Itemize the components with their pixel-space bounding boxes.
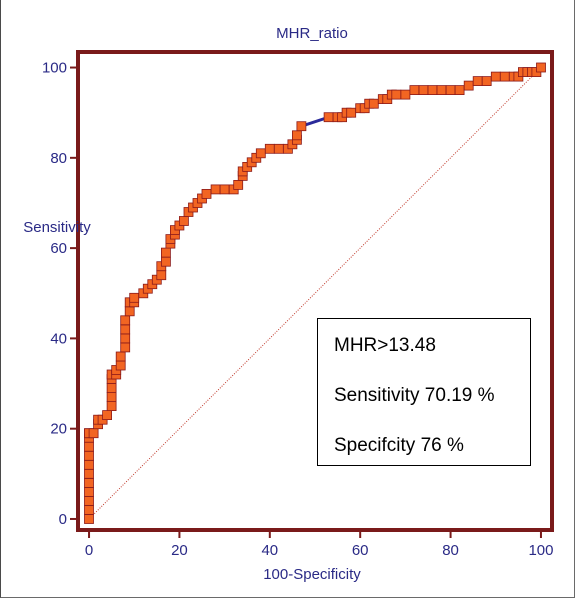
roc-point-marker bbox=[427, 85, 438, 95]
roc-point-marker bbox=[454, 85, 465, 95]
x-axis-ticks: 0 20 40 60 80 100 bbox=[85, 532, 553, 559]
y-tick-label: 100 bbox=[42, 60, 67, 77]
roc-point-marker bbox=[102, 410, 112, 421]
roc-point-marker bbox=[291, 130, 302, 141]
roc-point-marker bbox=[490, 71, 501, 82]
roc-point-marker bbox=[120, 315, 131, 326]
roc-point-marker bbox=[201, 188, 212, 199]
roc-point-marker bbox=[264, 143, 275, 154]
roc-point-marker bbox=[129, 292, 140, 303]
roc-point-marker bbox=[481, 76, 492, 86]
roc-point-marker bbox=[115, 351, 126, 362]
roc-point-marker bbox=[436, 85, 447, 95]
roc-point-marker bbox=[84, 468, 94, 479]
roc-point-marker bbox=[124, 306, 135, 317]
roc-point-marker bbox=[120, 324, 131, 335]
roc-point-marker bbox=[536, 62, 546, 73]
roc-point-marker bbox=[160, 247, 171, 258]
roc-point-marker bbox=[233, 179, 244, 190]
roc-point-marker bbox=[178, 216, 189, 226]
roc-point-marker bbox=[210, 184, 221, 195]
roc-point-marker bbox=[84, 441, 94, 452]
y-tick-label: 20 bbox=[50, 421, 67, 438]
roc-point-marker bbox=[84, 477, 94, 488]
roc-point-marker bbox=[120, 333, 131, 344]
y-tick-label: 40 bbox=[50, 330, 67, 347]
y-tick-label: 80 bbox=[50, 150, 67, 167]
roc-point-marker bbox=[273, 143, 284, 154]
roc-curve-markers bbox=[84, 62, 546, 524]
plot-area-border bbox=[76, 50, 554, 532]
roc-point-marker bbox=[84, 450, 94, 461]
roc-point-marker bbox=[120, 342, 131, 353]
x-tick-label: 40 bbox=[261, 542, 278, 559]
roc-point-marker bbox=[296, 121, 307, 132]
roc-point-marker bbox=[156, 270, 167, 281]
roc-point-marker bbox=[84, 514, 94, 524]
x-tick-label: 80 bbox=[442, 542, 459, 559]
y-axis-label: Sensitivity bbox=[23, 219, 91, 236]
roc-point-marker bbox=[219, 184, 230, 195]
x-tick-label: 60 bbox=[352, 542, 369, 559]
roc-point-marker bbox=[84, 495, 94, 506]
roc-point-marker bbox=[255, 148, 266, 159]
roc-point-marker bbox=[391, 89, 402, 100]
roc-point-marker bbox=[409, 85, 420, 95]
roc-point-marker bbox=[106, 392, 117, 403]
roc-point-marker bbox=[400, 89, 411, 100]
y-tick-label: 0 bbox=[59, 511, 67, 528]
x-tick-label: 0 bbox=[85, 542, 93, 559]
roc-point-marker bbox=[346, 107, 357, 118]
roc-point-marker bbox=[115, 360, 126, 371]
roc-point-marker bbox=[463, 80, 474, 91]
sensitivity-text: Sensitivity 70.19 % bbox=[334, 385, 495, 406]
y-tick-label: 60 bbox=[50, 240, 67, 257]
specificity-text: Specifcity 76 % bbox=[334, 435, 464, 456]
cutoff-value-text: MHR>13.48 bbox=[334, 335, 436, 356]
roc-point-marker bbox=[88, 428, 99, 439]
x-axis-label: 100-Specificity bbox=[263, 566, 361, 583]
roc-point-marker bbox=[160, 256, 171, 267]
roc-point-marker bbox=[84, 459, 94, 470]
x-tick-label: 100 bbox=[528, 542, 553, 559]
roc-point-marker bbox=[323, 112, 334, 123]
roc-point-marker bbox=[106, 383, 117, 394]
roc-point-marker bbox=[472, 76, 483, 86]
roc-point-marker bbox=[499, 71, 510, 82]
y-axis-ticks: 0 20 40 60 80 100 bbox=[42, 60, 76, 528]
roc-point-marker bbox=[418, 85, 429, 95]
roc-point-marker bbox=[84, 504, 94, 515]
chart-title: MHR_ratio bbox=[276, 25, 348, 42]
roc-point-marker bbox=[445, 85, 456, 95]
roc-point-marker bbox=[84, 486, 94, 497]
cutoff-annotation-box: MHR>13.48 Sensitivity 70.19 % Specifcity… bbox=[317, 318, 531, 466]
roc-point-marker bbox=[106, 401, 117, 412]
roc-point-marker bbox=[368, 98, 379, 109]
x-tick-label: 20 bbox=[171, 542, 188, 559]
